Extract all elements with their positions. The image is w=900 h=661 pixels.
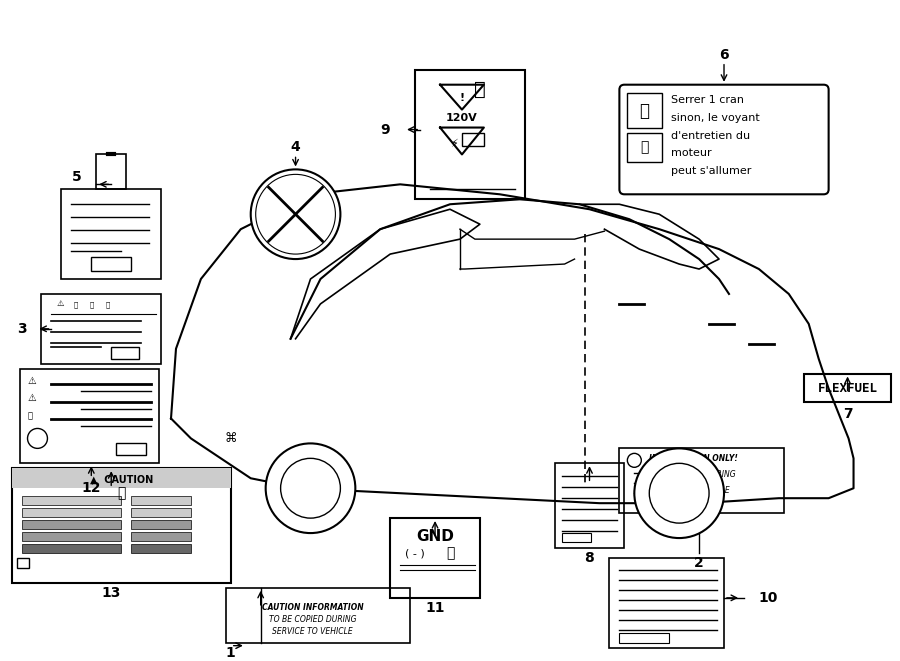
Text: ⛽: ⛽ xyxy=(639,102,649,120)
Bar xyxy=(61,189,161,279)
Bar xyxy=(562,533,591,542)
Text: !: ! xyxy=(459,93,464,102)
Bar xyxy=(804,373,891,401)
Bar xyxy=(131,508,191,517)
Circle shape xyxy=(627,453,642,467)
Text: TO BE COPIED DURING: TO BE COPIED DURING xyxy=(269,615,356,624)
Circle shape xyxy=(251,169,340,259)
Text: ⌘: ⌘ xyxy=(224,432,237,445)
Text: 9: 9 xyxy=(381,122,391,137)
Text: 🔧: 🔧 xyxy=(28,412,32,420)
Text: d'entretien du: d'entretien du xyxy=(671,130,751,141)
Text: 📖: 📖 xyxy=(640,141,649,155)
Bar xyxy=(22,531,122,541)
Circle shape xyxy=(28,428,48,448)
Text: 💡: 💡 xyxy=(105,301,110,307)
Text: INFORMATION ONLY!: INFORMATION ONLY! xyxy=(649,454,738,463)
Text: 👤: 👤 xyxy=(89,301,94,307)
Bar xyxy=(627,93,662,128)
Bar xyxy=(41,294,161,364)
Text: CAUTION INFORMATION: CAUTION INFORMATION xyxy=(262,603,364,612)
Bar xyxy=(22,508,122,517)
Text: GND: GND xyxy=(416,529,454,543)
Polygon shape xyxy=(171,184,853,503)
Bar xyxy=(22,520,122,529)
Bar xyxy=(96,155,126,189)
Text: 🔧: 🔧 xyxy=(74,301,77,307)
Bar xyxy=(554,463,625,548)
Text: 8: 8 xyxy=(585,551,594,565)
Bar xyxy=(12,468,230,583)
Circle shape xyxy=(649,463,709,523)
Circle shape xyxy=(634,448,724,538)
Text: FLEXFUEL: FLEXFUEL xyxy=(817,382,878,395)
Bar xyxy=(22,496,122,505)
Text: 120V: 120V xyxy=(446,112,478,122)
Bar xyxy=(226,588,410,642)
Bar xyxy=(131,543,191,553)
Bar xyxy=(627,132,662,163)
Bar xyxy=(619,448,784,513)
Text: 6: 6 xyxy=(719,48,729,61)
Text: SERVICE TO VEHICLE: SERVICE TO VEHICLE xyxy=(649,486,730,494)
Bar xyxy=(131,531,191,541)
Bar xyxy=(131,520,191,529)
Text: ( - ): ( - ) xyxy=(405,548,425,558)
Text: ▲  CAUTION: ▲ CAUTION xyxy=(90,475,153,485)
Circle shape xyxy=(266,444,356,533)
Bar xyxy=(112,347,140,359)
Text: ⚡: ⚡ xyxy=(450,139,458,149)
Text: 7: 7 xyxy=(842,407,852,420)
Text: 🚗: 🚗 xyxy=(117,486,125,500)
Text: 3: 3 xyxy=(17,322,26,336)
Bar xyxy=(91,257,131,271)
Bar xyxy=(609,558,724,648)
Bar xyxy=(462,132,484,147)
Text: 10: 10 xyxy=(759,591,778,605)
Bar xyxy=(131,496,191,505)
Circle shape xyxy=(256,175,336,254)
Bar xyxy=(12,468,230,488)
Bar xyxy=(415,70,525,199)
Text: SERVICE TO VEHICLE: SERVICE TO VEHICLE xyxy=(272,627,353,637)
Text: ⚠: ⚠ xyxy=(28,375,36,385)
Bar xyxy=(16,558,29,568)
Text: 12: 12 xyxy=(82,481,101,495)
Text: DO NOT COPY DURING: DO NOT COPY DURING xyxy=(649,470,736,479)
Text: 11: 11 xyxy=(426,601,445,615)
Bar xyxy=(391,518,480,598)
Text: 5: 5 xyxy=(72,171,81,184)
Text: 1: 1 xyxy=(226,646,236,660)
Bar xyxy=(20,369,159,463)
Text: ⚠: ⚠ xyxy=(28,393,36,403)
Text: 📖: 📖 xyxy=(446,546,454,560)
Text: 13: 13 xyxy=(102,586,121,600)
Bar xyxy=(619,633,670,642)
Text: 2: 2 xyxy=(694,556,704,570)
Text: 4: 4 xyxy=(291,141,301,155)
Circle shape xyxy=(281,458,340,518)
Text: ⚠: ⚠ xyxy=(57,299,64,308)
Text: Serrer 1 cran: Serrer 1 cran xyxy=(671,95,744,104)
Text: ✋: ✋ xyxy=(474,80,486,99)
Bar xyxy=(116,444,146,455)
Bar xyxy=(22,543,122,553)
Text: peut s'allumer: peut s'allumer xyxy=(671,167,752,176)
Text: moteur: moteur xyxy=(671,149,712,159)
Text: sinon, le voyant: sinon, le voyant xyxy=(671,112,760,122)
